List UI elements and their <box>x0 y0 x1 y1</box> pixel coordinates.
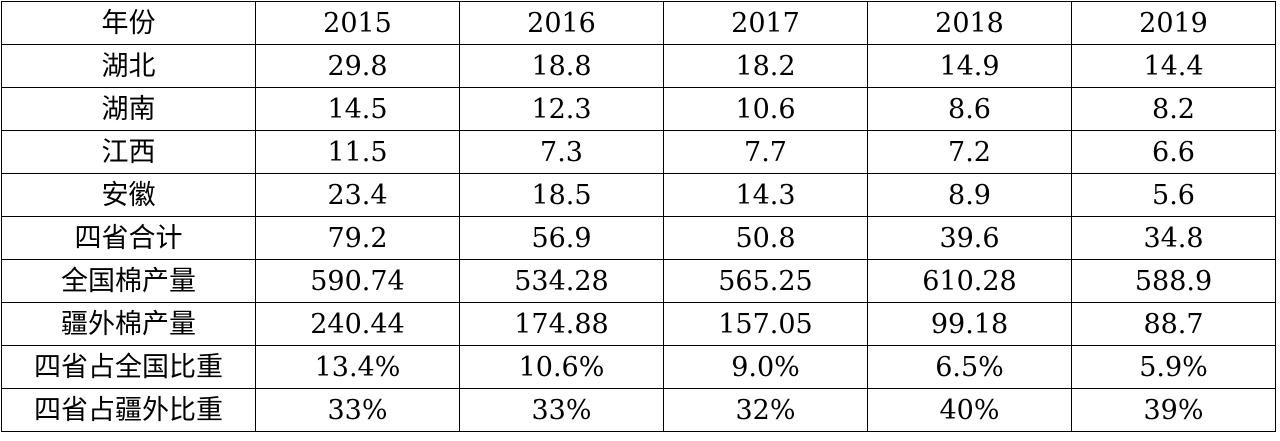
header-cell-2016: 2016 <box>459 1 664 45</box>
table-cell: 14.5 <box>255 87 460 131</box>
table-cell: 18.8 <box>459 44 664 88</box>
table-cell: 99.18 <box>867 302 1072 346</box>
header-cell-2015: 2015 <box>255 1 460 45</box>
header-cell-2019: 2019 <box>1071 1 1276 45</box>
row-label: 安徽 <box>1 173 256 217</box>
table-row-share-of-national: 四省占全国比重 13.4% 10.6% 9.0% 6.5% 5.9% <box>1 345 1276 389</box>
table-cell: 50.8 <box>663 216 868 260</box>
table-cell: 14.3 <box>663 173 868 217</box>
table-cell: 9.0% <box>663 345 868 389</box>
table-row-share-of-outside-xinjiang: 四省占疆外比重 33% 33% 32% 40% 39% <box>1 388 1276 432</box>
table-cell: 10.6% <box>459 345 664 389</box>
table-cell: 33% <box>255 388 460 432</box>
table-cell: 29.8 <box>255 44 460 88</box>
table-cell: 32% <box>663 388 868 432</box>
header-cell-2018: 2018 <box>867 1 1072 45</box>
table-cell: 88.7 <box>1071 302 1276 346</box>
table-cell: 18.2 <box>663 44 868 88</box>
table-cell: 39% <box>1071 388 1276 432</box>
table-row-four-province-total: 四省合计 79.2 56.9 50.8 39.6 34.8 <box>1 216 1276 260</box>
table-cell: 174.88 <box>459 302 664 346</box>
table-row-national-output: 全国棉产量 590.74 534.28 565.25 610.28 588.9 <box>1 259 1276 303</box>
row-label: 湖北 <box>1 44 256 88</box>
table-cell: 33% <box>459 388 664 432</box>
table-row-jiangxi: 江西 11.5 7.3 7.7 7.2 6.6 <box>1 130 1276 174</box>
table-cell: 10.6 <box>663 87 868 131</box>
table-cell: 157.05 <box>663 302 868 346</box>
table-cell: 14.4 <box>1071 44 1276 88</box>
header-row: 年份 2015 2016 2017 2018 2019 <box>1 1 1276 45</box>
table-row-anhui: 安徽 23.4 18.5 14.3 8.9 5.6 <box>1 173 1276 217</box>
table-cell: 7.7 <box>663 130 868 174</box>
table-cell: 610.28 <box>867 259 1072 303</box>
table-cell: 12.3 <box>459 87 664 131</box>
table-cell: 8.6 <box>867 87 1072 131</box>
table-cell: 13.4% <box>255 345 460 389</box>
table-cell: 565.25 <box>663 259 868 303</box>
table-cell: 5.6 <box>1071 173 1276 217</box>
table-cell: 590.74 <box>255 259 460 303</box>
table-cell: 6.6 <box>1071 130 1276 174</box>
table-cell: 5.9% <box>1071 345 1276 389</box>
table-cell: 7.2 <box>867 130 1072 174</box>
row-label: 疆外棉产量 <box>1 302 256 346</box>
cotton-production-table-container: 年份 2015 2016 2017 2018 2019 湖北 29.8 18.8… <box>1 1 1276 432</box>
table-row-hubei: 湖北 29.8 18.8 18.2 14.9 14.4 <box>1 44 1276 88</box>
table-cell: 7.3 <box>459 130 664 174</box>
header-cell-year: 年份 <box>1 1 256 45</box>
cotton-production-table: 年份 2015 2016 2017 2018 2019 湖北 29.8 18.8… <box>1 1 1276 432</box>
table-cell: 40% <box>867 388 1072 432</box>
row-label: 四省合计 <box>1 216 256 260</box>
table-cell: 240.44 <box>255 302 460 346</box>
table-cell: 588.9 <box>1071 259 1276 303</box>
table-cell: 11.5 <box>255 130 460 174</box>
row-label: 全国棉产量 <box>1 259 256 303</box>
header-cell-2017: 2017 <box>663 1 868 45</box>
table-row-outside-xinjiang-output: 疆外棉产量 240.44 174.88 157.05 99.18 88.7 <box>1 302 1276 346</box>
table-cell: 56.9 <box>459 216 664 260</box>
table-cell: 39.6 <box>867 216 1072 260</box>
row-label: 江西 <box>1 130 256 174</box>
table-cell: 34.8 <box>1071 216 1276 260</box>
table-cell: 79.2 <box>255 216 460 260</box>
row-label: 湖南 <box>1 87 256 131</box>
table-cell: 8.2 <box>1071 87 1276 131</box>
table-cell: 6.5% <box>867 345 1072 389</box>
table-cell: 534.28 <box>459 259 664 303</box>
table-cell: 14.9 <box>867 44 1072 88</box>
table-cell: 23.4 <box>255 173 460 217</box>
row-label: 四省占全国比重 <box>1 345 256 389</box>
table-row-hunan: 湖南 14.5 12.3 10.6 8.6 8.2 <box>1 87 1276 131</box>
table-cell: 18.5 <box>459 173 664 217</box>
table-cell: 8.9 <box>867 173 1072 217</box>
row-label: 四省占疆外比重 <box>1 388 256 432</box>
